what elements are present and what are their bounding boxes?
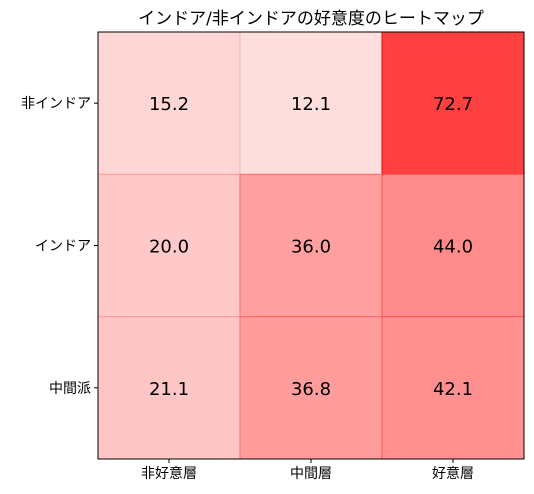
cell-value-label: 42.1 <box>433 379 473 400</box>
heatmap-cell <box>239 31 383 175</box>
heatmap-cell <box>239 173 383 318</box>
cell-value-label: 21.1 <box>149 379 189 400</box>
cell-value-label: 36.0 <box>291 237 331 258</box>
y-tick-label: 中間派 <box>49 381 91 397</box>
x-tick-label: 非好意層 <box>141 465 197 482</box>
heatmap-cell <box>239 316 383 460</box>
heatmap-cell <box>97 31 241 175</box>
chart-title: インドア/非インドアの好意度のヒートマップ <box>138 9 484 29</box>
x-tick-label: 中間層 <box>290 466 332 482</box>
x-axis: 非好意層 中間層 好意層 <box>141 459 474 482</box>
cell-value-label: 20.0 <box>149 237 189 258</box>
heatmap-cell <box>381 173 525 318</box>
cell-value-label: 15.2 <box>149 94 189 115</box>
cell-value-label: 36.8 <box>291 379 331 400</box>
cell-value-label: 12.1 <box>291 94 331 115</box>
cell-value-label: 72.7 <box>433 94 473 115</box>
y-tick-label: インドア <box>35 239 91 255</box>
y-tick-label: 非インドア <box>21 96 91 112</box>
x-tick-label: 好意層 <box>432 465 474 482</box>
heatmap-cell <box>97 173 241 318</box>
cell-value-label: 44.0 <box>433 237 473 258</box>
heatmap-cells: 15.2 12.1 72.7 20.0 36.0 44.0 21.1 36.8 42.1 <box>97 31 525 460</box>
